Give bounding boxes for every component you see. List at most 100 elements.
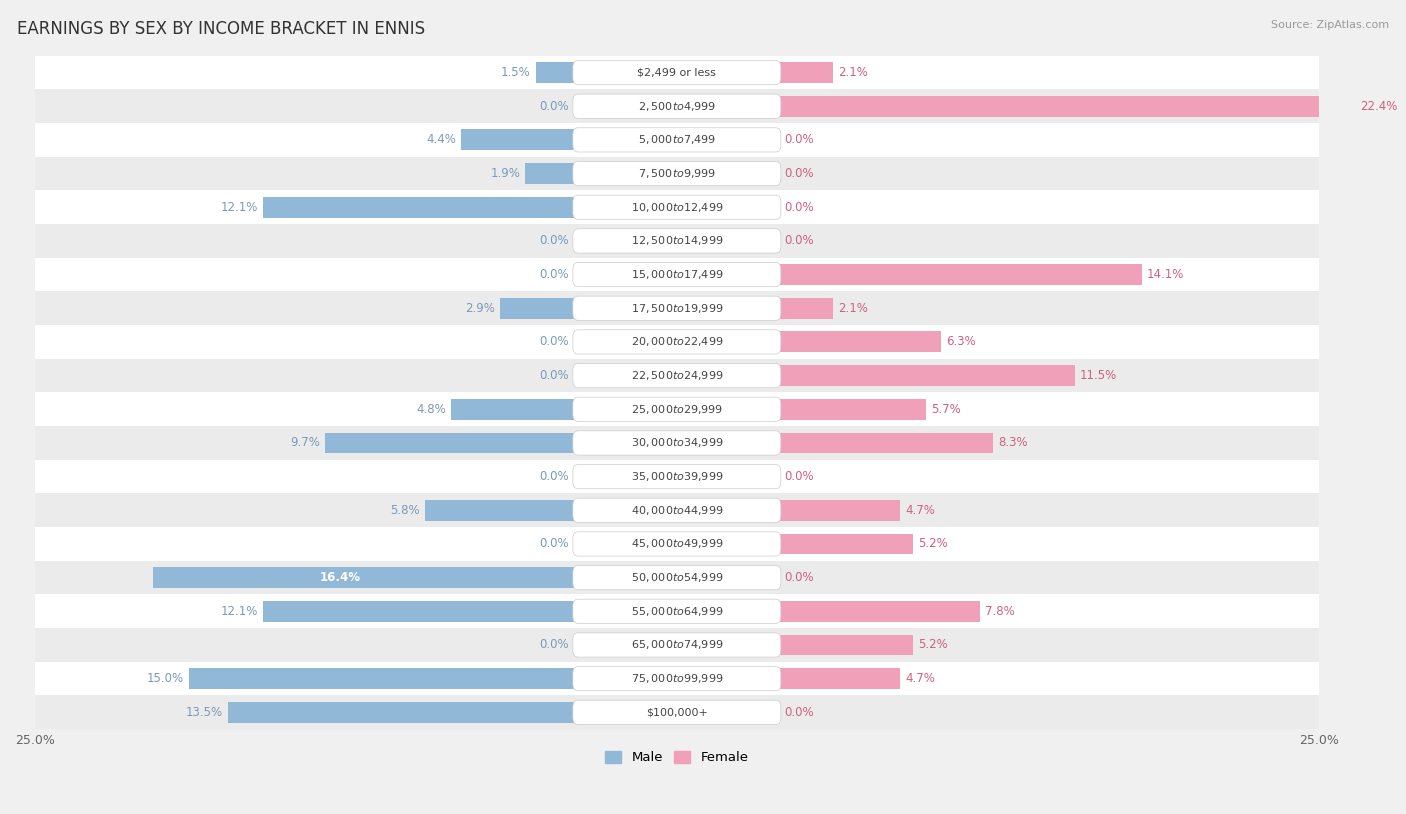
Bar bbox=[35, 594, 1319, 628]
Bar bbox=[779, 668, 900, 689]
Text: $55,000 to $64,999: $55,000 to $64,999 bbox=[631, 605, 723, 618]
Bar bbox=[35, 123, 1319, 157]
Text: 22.4%: 22.4% bbox=[1360, 99, 1398, 112]
Text: $10,000 to $12,499: $10,000 to $12,499 bbox=[631, 201, 723, 214]
Text: $40,000 to $44,999: $40,000 to $44,999 bbox=[631, 504, 723, 517]
FancyBboxPatch shape bbox=[572, 60, 780, 85]
Text: 11.5%: 11.5% bbox=[1080, 369, 1118, 382]
Bar bbox=[779, 96, 1355, 116]
FancyBboxPatch shape bbox=[572, 94, 780, 118]
Text: 5.2%: 5.2% bbox=[918, 537, 948, 550]
FancyBboxPatch shape bbox=[572, 566, 780, 590]
Text: 1.5%: 1.5% bbox=[501, 66, 530, 79]
Text: $50,000 to $54,999: $50,000 to $54,999 bbox=[631, 571, 723, 584]
Bar bbox=[35, 662, 1319, 695]
Bar bbox=[228, 702, 574, 723]
Text: 0.0%: 0.0% bbox=[540, 234, 569, 247]
Bar bbox=[35, 325, 1319, 359]
Bar bbox=[35, 628, 1319, 662]
Text: 0.0%: 0.0% bbox=[785, 133, 814, 147]
Text: 2.1%: 2.1% bbox=[838, 302, 869, 315]
Text: 5.8%: 5.8% bbox=[391, 504, 420, 517]
Bar bbox=[35, 190, 1319, 224]
Bar bbox=[35, 55, 1319, 90]
FancyBboxPatch shape bbox=[572, 667, 780, 691]
Bar bbox=[425, 500, 574, 521]
Bar bbox=[499, 298, 574, 319]
Text: 2.1%: 2.1% bbox=[838, 66, 869, 79]
Bar bbox=[263, 197, 574, 217]
Bar bbox=[779, 635, 912, 655]
Text: 0.0%: 0.0% bbox=[540, 335, 569, 348]
Text: $22,500 to $24,999: $22,500 to $24,999 bbox=[631, 369, 723, 382]
Text: $5,000 to $7,499: $5,000 to $7,499 bbox=[638, 133, 716, 147]
Text: 2.9%: 2.9% bbox=[464, 302, 495, 315]
Bar bbox=[35, 695, 1319, 729]
Text: $100,000+: $100,000+ bbox=[645, 707, 707, 717]
Text: 13.5%: 13.5% bbox=[186, 706, 222, 719]
Text: 0.0%: 0.0% bbox=[785, 470, 814, 484]
Text: 6.3%: 6.3% bbox=[946, 335, 976, 348]
Bar bbox=[35, 493, 1319, 527]
Bar bbox=[779, 298, 834, 319]
Bar bbox=[35, 291, 1319, 325]
Bar bbox=[461, 129, 574, 151]
Bar bbox=[35, 392, 1319, 426]
FancyBboxPatch shape bbox=[572, 195, 780, 219]
Text: 0.0%: 0.0% bbox=[540, 268, 569, 281]
Text: 0.0%: 0.0% bbox=[540, 537, 569, 550]
Legend: Male, Female: Male, Female bbox=[600, 746, 754, 770]
Text: 0.0%: 0.0% bbox=[785, 706, 814, 719]
FancyBboxPatch shape bbox=[572, 465, 780, 488]
Text: 16.4%: 16.4% bbox=[321, 571, 361, 584]
Text: $15,000 to $17,499: $15,000 to $17,499 bbox=[631, 268, 723, 281]
Text: 4.7%: 4.7% bbox=[905, 672, 935, 685]
Bar bbox=[35, 359, 1319, 392]
Bar bbox=[35, 157, 1319, 190]
Text: 12.1%: 12.1% bbox=[221, 605, 259, 618]
Bar bbox=[35, 90, 1319, 123]
Bar bbox=[779, 365, 1074, 386]
FancyBboxPatch shape bbox=[572, 262, 780, 287]
FancyBboxPatch shape bbox=[572, 599, 780, 624]
Text: 15.0%: 15.0% bbox=[146, 672, 184, 685]
FancyBboxPatch shape bbox=[572, 431, 780, 455]
FancyBboxPatch shape bbox=[572, 364, 780, 387]
FancyBboxPatch shape bbox=[572, 700, 780, 724]
FancyBboxPatch shape bbox=[572, 296, 780, 321]
Text: $45,000 to $49,999: $45,000 to $49,999 bbox=[631, 537, 723, 550]
Text: 7.8%: 7.8% bbox=[986, 605, 1015, 618]
Text: $17,500 to $19,999: $17,500 to $19,999 bbox=[631, 302, 723, 315]
Bar bbox=[35, 224, 1319, 258]
Bar bbox=[779, 264, 1142, 285]
Bar bbox=[35, 561, 1319, 594]
Text: $12,500 to $14,999: $12,500 to $14,999 bbox=[631, 234, 723, 247]
Bar bbox=[779, 331, 941, 352]
Text: 8.3%: 8.3% bbox=[998, 436, 1028, 449]
Text: $65,000 to $74,999: $65,000 to $74,999 bbox=[631, 638, 723, 651]
Text: $30,000 to $34,999: $30,000 to $34,999 bbox=[631, 436, 723, 449]
Text: 4.7%: 4.7% bbox=[905, 504, 935, 517]
Bar bbox=[263, 601, 574, 622]
Text: 12.1%: 12.1% bbox=[221, 201, 259, 214]
Text: 5.2%: 5.2% bbox=[918, 638, 948, 651]
Bar bbox=[779, 399, 927, 420]
Text: 0.0%: 0.0% bbox=[540, 99, 569, 112]
Text: 5.7%: 5.7% bbox=[931, 403, 960, 416]
Text: $25,000 to $29,999: $25,000 to $29,999 bbox=[631, 403, 723, 416]
Text: $2,500 to $4,999: $2,500 to $4,999 bbox=[638, 99, 716, 112]
Text: 0.0%: 0.0% bbox=[540, 369, 569, 382]
FancyBboxPatch shape bbox=[572, 532, 780, 556]
Text: 0.0%: 0.0% bbox=[785, 201, 814, 214]
Bar bbox=[779, 500, 900, 521]
Text: $20,000 to $22,499: $20,000 to $22,499 bbox=[631, 335, 723, 348]
FancyBboxPatch shape bbox=[572, 397, 780, 422]
Bar bbox=[153, 567, 574, 588]
Bar bbox=[779, 62, 834, 83]
Bar bbox=[779, 601, 980, 622]
Bar bbox=[451, 399, 574, 420]
Bar bbox=[35, 426, 1319, 460]
Text: 4.8%: 4.8% bbox=[416, 403, 446, 416]
Bar bbox=[526, 163, 574, 184]
Text: 0.0%: 0.0% bbox=[785, 167, 814, 180]
